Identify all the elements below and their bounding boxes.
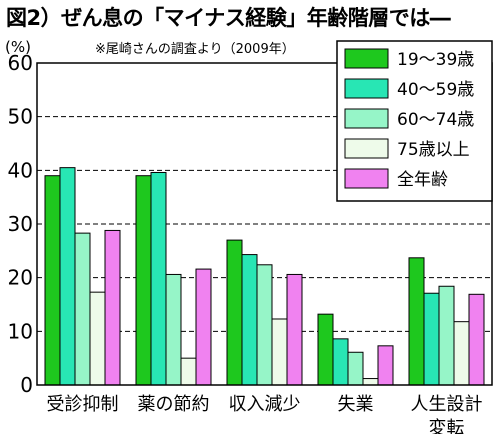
bar xyxy=(453,321,470,386)
legend-swatch xyxy=(344,168,389,189)
legend-swatch xyxy=(344,78,389,99)
legend-label: 60～74歳 xyxy=(397,110,474,130)
x-tick-label: 収入減少 xyxy=(229,394,301,415)
x-tick-label: 受診抑制 xyxy=(47,394,119,415)
legend-label: 全年齢 xyxy=(397,170,448,190)
bar xyxy=(59,167,76,386)
y-tick-label: 0 xyxy=(20,373,33,397)
bar xyxy=(423,292,440,386)
bar xyxy=(317,313,334,386)
source-note: ※尾崎さんの調査より（2009年） xyxy=(95,42,295,57)
plot-frame xyxy=(36,62,493,386)
bar xyxy=(180,357,197,386)
bar xyxy=(438,285,455,386)
bar xyxy=(226,239,243,386)
bar xyxy=(271,318,288,386)
legend-label: 40～59歳 xyxy=(397,80,474,100)
y-tick-label: 50 xyxy=(8,105,33,129)
bar xyxy=(195,268,212,386)
bar xyxy=(332,338,349,386)
bar xyxy=(150,171,167,386)
y-tick-label: 60 xyxy=(8,51,33,75)
bar xyxy=(165,273,182,386)
bar xyxy=(74,232,91,386)
bar xyxy=(241,254,258,386)
legend-label: 75歳以上 xyxy=(397,140,470,160)
bar xyxy=(89,291,106,386)
bar xyxy=(135,175,152,386)
legend-swatch xyxy=(344,48,389,69)
bar xyxy=(377,345,394,386)
bar xyxy=(286,273,303,386)
bar xyxy=(104,229,121,386)
legend-swatch xyxy=(344,138,389,159)
y-axis-unit: (%) xyxy=(5,38,31,56)
x-tick-label: 薬の節約 xyxy=(138,394,210,415)
y-tick-label: 20 xyxy=(8,266,33,290)
x-tick-label: 変転 xyxy=(429,418,465,434)
bar xyxy=(408,257,425,386)
bar xyxy=(44,175,61,386)
x-tick-label: 人生設計 xyxy=(411,394,483,415)
bar xyxy=(347,351,364,386)
y-tick-label: 30 xyxy=(8,212,33,236)
legend-swatch xyxy=(344,108,389,129)
x-tick-label: 失業 xyxy=(338,394,374,415)
y-tick-label: 10 xyxy=(8,319,33,343)
legend-label: 19～39歳 xyxy=(397,50,474,70)
bar xyxy=(256,264,273,386)
y-tick-label: 40 xyxy=(8,158,33,182)
bar xyxy=(362,378,379,386)
chart-title: 図2）ぜん息の「マイナス経験」年齢階層では― xyxy=(6,6,451,30)
bar xyxy=(468,293,485,386)
